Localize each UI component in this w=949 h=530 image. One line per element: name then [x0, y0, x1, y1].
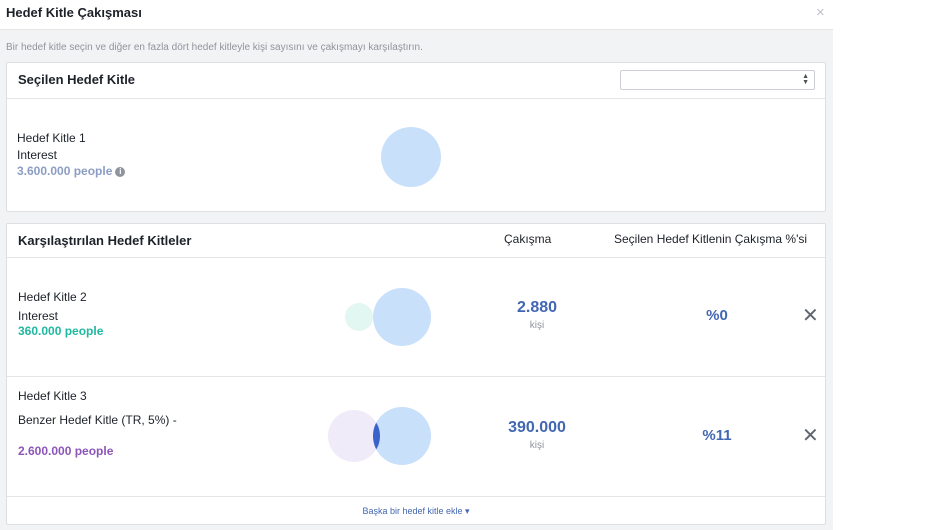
audience-size: 2.600.000 people	[18, 444, 114, 458]
selected-audience-title: Seçilen Hedef Kitle	[18, 72, 136, 87]
divider	[7, 257, 825, 258]
overlap-venn	[328, 407, 431, 465]
audience-select[interactable]: ▲ ▼	[620, 70, 815, 90]
selected-audience-venn	[381, 127, 441, 187]
overlap-percent: %0	[706, 307, 728, 324]
select-arrows-icon: ▲ ▼	[802, 73, 809, 86]
audience-size: 3.600.000 people i	[17, 164, 126, 178]
compared-audience-circle	[328, 410, 380, 462]
overlap-count: 2.880	[516, 299, 558, 316]
audience-size-value: 3.600.000 people	[17, 164, 113, 178]
audience-name: Hedef Kitle 3	[18, 389, 87, 403]
overlap-unit: kişi	[529, 440, 545, 451]
overlap-percent-column-header: Seçilen Hedef Kitlenin Çakışma %'si	[614, 232, 808, 246]
overlap-percent: %11	[702, 427, 732, 444]
selected-audience-circle	[373, 288, 431, 346]
audience-name: Hedef Kitle 1	[17, 131, 86, 145]
overlap-venn	[345, 288, 431, 346]
remove-audience-icon[interactable]: ✕	[802, 305, 819, 327]
dialog-header: Hedef Kitle Çakışması ×	[0, 0, 833, 30]
divider	[7, 376, 825, 377]
compared-audiences-card: Karşılaştırılan Hedef Kitleler Çakışma S…	[6, 223, 826, 525]
audience-name: Hedef Kitle 2	[18, 290, 87, 304]
audience-overlap-dialog: Hedef Kitle Çakışması × Bir hedef kitle …	[0, 0, 833, 530]
dialog-title: Hedef Kitle Çakışması	[6, 5, 142, 20]
selected-audience-card: Seçilen Hedef Kitle ▲ ▼ Hedef Kitle 1 Int…	[6, 62, 826, 212]
selected-audience-circle	[373, 407, 431, 465]
audience-type: Interest	[18, 309, 59, 323]
selected-audience-circle	[381, 127, 441, 187]
close-icon[interactable]: ×	[816, 4, 825, 21]
overlap-count: 390.000	[508, 419, 566, 436]
audience-size: 360.000 people	[18, 324, 104, 338]
compared-audiences-title: Karşılaştırılan Hedef Kitleler	[18, 233, 192, 248]
audience-type: Benzer Hedef Kitle (TR, 5%) -	[18, 413, 177, 427]
remove-audience-icon[interactable]: ✕	[802, 425, 819, 447]
divider	[7, 98, 825, 99]
overlap-column-header: Çakışma	[504, 232, 552, 246]
compared-audience-circle	[345, 303, 373, 331]
audience-type: Interest	[17, 148, 58, 162]
divider	[7, 496, 825, 497]
dialog-subtitle: Bir hedef kitle seçin ve diğer en fazla …	[6, 42, 423, 53]
add-audience-link[interactable]: Başka bir hedef kitle ekle ▾	[362, 506, 470, 516]
overlap-unit: kişi	[529, 320, 545, 331]
info-icon[interactable]: i	[115, 167, 126, 177]
